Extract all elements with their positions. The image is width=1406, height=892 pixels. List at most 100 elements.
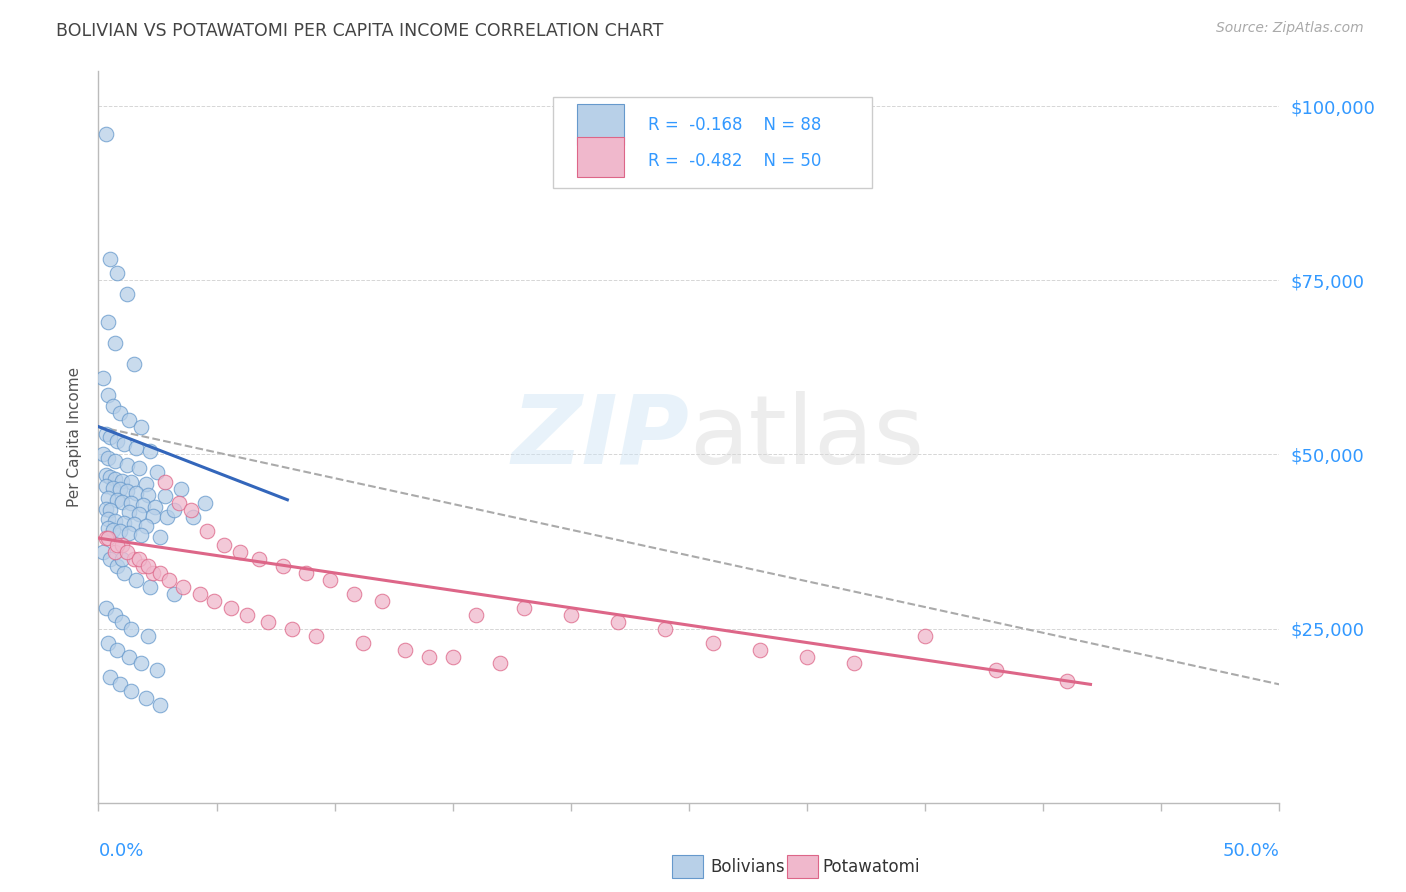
Point <box>281 622 304 636</box>
Point <box>153 489 176 503</box>
Point <box>702 635 724 649</box>
Point <box>139 444 162 458</box>
Point <box>105 642 128 657</box>
Point <box>111 552 134 566</box>
Point <box>104 472 127 486</box>
Point <box>111 615 134 629</box>
Point <box>128 552 150 566</box>
Point <box>257 615 280 629</box>
Text: Potawatomi: Potawatomi <box>823 858 920 876</box>
Point <box>163 587 186 601</box>
Text: BOLIVIAN VS POTAWATOMI PER CAPITA INCOME CORRELATION CHART: BOLIVIAN VS POTAWATOMI PER CAPITA INCOME… <box>56 22 664 40</box>
Point <box>170 483 193 497</box>
Point <box>104 514 127 528</box>
Point <box>105 492 128 507</box>
Point <box>105 434 128 448</box>
Point <box>97 521 120 535</box>
Point <box>136 558 159 573</box>
Point <box>156 510 179 524</box>
Point <box>112 437 135 451</box>
Point <box>149 566 172 580</box>
Point <box>844 657 866 671</box>
Point <box>142 566 165 580</box>
Point <box>125 441 148 455</box>
Text: 0.0%: 0.0% <box>98 842 143 860</box>
Point <box>1056 673 1078 688</box>
Point <box>128 507 150 521</box>
Point <box>122 517 145 532</box>
Point <box>136 629 159 643</box>
Point <box>108 483 131 497</box>
Point <box>163 503 186 517</box>
Point <box>94 468 117 483</box>
Point <box>121 622 143 636</box>
Point <box>149 698 172 713</box>
Point <box>112 516 135 530</box>
Point <box>121 496 143 510</box>
Y-axis label: Per Capita Income: Per Capita Income <box>67 367 83 508</box>
Point <box>125 485 148 500</box>
Point <box>465 607 488 622</box>
Point <box>111 474 134 488</box>
Point <box>118 525 141 540</box>
Point <box>180 503 202 517</box>
Point <box>91 371 114 385</box>
Point <box>118 412 141 426</box>
Text: ZIP: ZIP <box>510 391 689 483</box>
Point <box>98 470 121 484</box>
Point <box>128 461 150 475</box>
Point <box>136 488 159 502</box>
Point <box>94 127 117 141</box>
Point <box>984 664 1007 678</box>
Point <box>115 458 138 472</box>
Point <box>167 496 190 510</box>
Point <box>101 523 124 537</box>
Point <box>97 531 120 545</box>
Point <box>342 587 364 601</box>
Point <box>229 545 252 559</box>
Bar <box>672 855 703 878</box>
Point <box>97 388 120 402</box>
Point <box>132 558 155 573</box>
Point <box>115 545 138 559</box>
Point <box>112 566 135 580</box>
Point <box>129 657 152 671</box>
Point <box>319 573 342 587</box>
Point <box>111 538 134 552</box>
Point <box>94 600 117 615</box>
Point <box>129 527 152 541</box>
Point <box>202 594 225 608</box>
Point <box>121 684 143 698</box>
Point <box>94 501 117 516</box>
Point <box>118 505 141 519</box>
Point <box>149 530 172 544</box>
Point <box>305 629 328 643</box>
Point <box>135 518 157 533</box>
Point <box>212 538 235 552</box>
Point <box>194 496 217 510</box>
Point <box>98 552 121 566</box>
Point <box>489 657 512 671</box>
Text: 50.0%: 50.0% <box>1223 842 1279 860</box>
Point <box>105 558 128 573</box>
Point <box>101 399 124 413</box>
Point <box>796 649 818 664</box>
Point <box>101 481 124 495</box>
Point <box>105 266 128 280</box>
Point <box>146 465 169 479</box>
Text: R =  -0.168    N = 88: R = -0.168 N = 88 <box>648 116 821 134</box>
Point <box>129 419 152 434</box>
Point <box>98 430 121 444</box>
Point <box>104 336 127 351</box>
Point <box>132 498 155 512</box>
Point <box>94 479 117 493</box>
Point <box>295 566 318 580</box>
Text: Bolivians: Bolivians <box>710 858 785 876</box>
Point <box>418 649 440 664</box>
Point <box>394 642 416 657</box>
Point <box>352 635 374 649</box>
FancyBboxPatch shape <box>553 97 872 188</box>
Point <box>97 315 120 329</box>
Point <box>108 406 131 420</box>
Point <box>512 600 534 615</box>
